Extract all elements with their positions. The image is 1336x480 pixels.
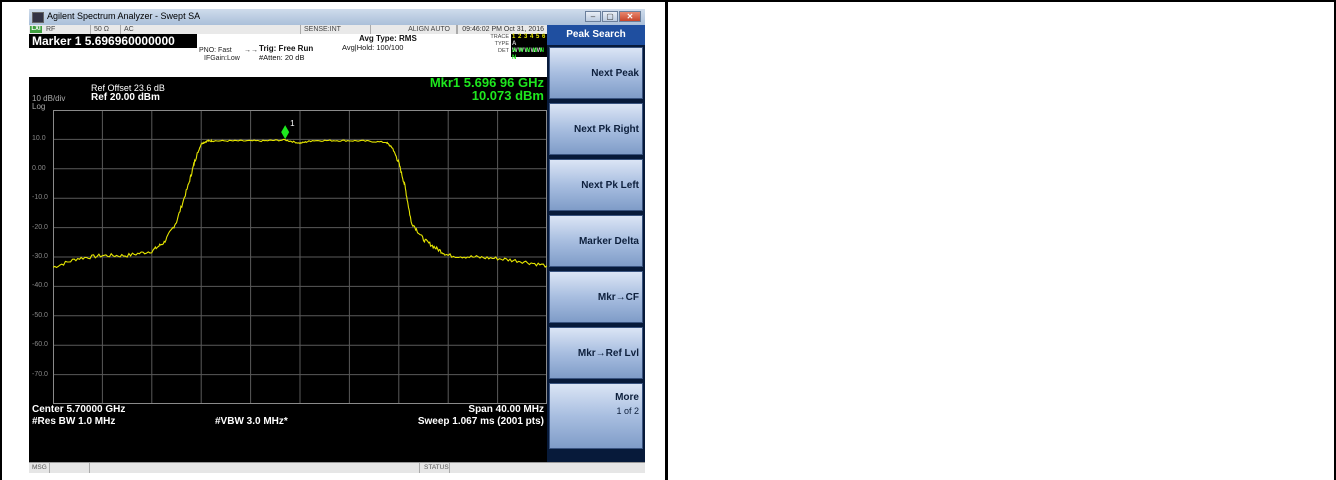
sweep-time[interactable]: Sweep 1.067 ms (2001 pts): [417, 416, 544, 427]
status-label: STATUS: [424, 464, 449, 471]
lxi-badge: LXI: [30, 26, 42, 33]
msg-separator: [449, 463, 450, 473]
mkr-to-cf-label: Mkr→CF: [597, 292, 639, 303]
next-pk-right-button[interactable]: Next Pk Right: [549, 103, 643, 155]
center-frequency[interactable]: Center 5.70000 GHz: [32, 404, 126, 415]
scale-type: Log: [32, 102, 46, 111]
next-peak-label: Next Peak: [591, 68, 639, 79]
ifgain-setting: IFGain:Low: [204, 55, 240, 62]
marker-1-label: 1: [290, 119, 295, 128]
trace-status-box: 1 2 3 4 5 6 A WWWWW A N N N N N: [511, 34, 547, 61]
msg-label: MSG: [32, 464, 47, 471]
det-label: DET: [498, 48, 509, 54]
next-peak-button[interactable]: Next Peak: [549, 47, 643, 99]
spectrum-graticule: 1: [53, 110, 547, 404]
y-tick-label: 0.00: [32, 164, 46, 172]
minimize-button[interactable]: –: [585, 11, 601, 22]
more-page-indicator: 1 of 2: [616, 406, 639, 416]
maximize-button[interactable]: ▢: [602, 11, 618, 22]
y-tick-label: -60.0: [32, 341, 48, 349]
sweep-info: Center 5.70000 GHz #Res BW 1.0 MHz #VBW …: [29, 404, 547, 430]
marker-1-icon: [281, 125, 290, 140]
app-icon: [32, 12, 44, 23]
y-tick-label: -10.0: [32, 194, 48, 202]
marker-delta-label: Marker Delta: [578, 236, 639, 247]
trigger-setting: Trig: Free Run: [259, 44, 314, 53]
attenuation-setting: #Atten: 20 dB: [259, 53, 305, 62]
y-tick-label: -70.0: [32, 370, 48, 378]
marker-delta-button[interactable]: Marker Delta: [549, 215, 643, 267]
coupling-indicator: AC: [121, 25, 301, 34]
sense-indicator: SENSE:INT: [301, 25, 371, 34]
softkey-panel: Peak Search Next Peak Next Pk Right Next…: [547, 25, 645, 462]
more-button[interactable]: More 1 of 2: [549, 383, 643, 449]
pno-arrow-icon: →→: [244, 47, 258, 54]
y-tick-label: -40.0: [32, 282, 48, 290]
vbw[interactable]: #VBW 3.0 MHz*: [215, 416, 288, 427]
pno-setting: PNO: Fast: [199, 47, 232, 54]
message-bar: MSG STATUS: [29, 462, 645, 473]
trace-numbers: 1 2 3 4 5 6: [512, 34, 546, 40]
rf-input-indicator: RF: [43, 25, 91, 34]
ref-level: Ref 20.00 dBm: [91, 92, 160, 103]
y-tick-label: 10.0: [32, 135, 46, 143]
spectrum-trace: [53, 138, 547, 269]
align-indicator: ALIGN AUTO: [371, 25, 457, 34]
type-label: TYPE: [494, 41, 509, 47]
trace-label: TRACE: [490, 34, 509, 40]
avg-hold-setting: Avg|Hold: 100/100: [342, 43, 404, 52]
measurement-settings: Marker 1 5.696960000000 GHz PNO: Fast →→…: [29, 34, 547, 77]
trace-row-labels: TRACE TYPE DET: [485, 34, 509, 55]
trace-types: A WWWWW: [512, 41, 543, 54]
next-pk-right-label: Next Pk Right: [573, 124, 639, 135]
msg-separator: [89, 463, 90, 473]
more-label: More: [615, 392, 639, 403]
right-frame: [666, 0, 1336, 480]
softkey-menu-title: Peak Search: [547, 25, 645, 45]
next-pk-left-button[interactable]: Next Pk Left: [549, 159, 643, 211]
marker-title[interactable]: Marker 1 5.696960000000 GHz: [29, 34, 197, 62]
mkr-to-ref-lvl-label: Mkr→Ref Lvl: [577, 348, 639, 359]
span[interactable]: Span 40.00 MHz: [468, 404, 544, 415]
ref-offset: Ref Offset 23.6 dB: [91, 83, 165, 93]
close-button[interactable]: ✕: [619, 11, 641, 22]
marker-amplitude-readout: 10.073 dBm: [471, 88, 544, 103]
window-title: Agilent Spectrum Analyzer - Swept SA: [47, 11, 201, 21]
res-bw[interactable]: #Res BW 1.0 MHz: [32, 416, 116, 427]
y-tick-label: -30.0: [32, 253, 48, 260]
impedance-indicator: 50 Ω: [91, 25, 121, 34]
scale-per-div: 10 dB/div: [32, 94, 66, 103]
graticule-border: [53, 110, 547, 404]
trace-detectors: A N N N N N: [512, 48, 545, 61]
y-tick-label: -20.0: [32, 223, 48, 231]
msg-separator: [49, 463, 50, 473]
marker-frequency-readout: Mkr1 5.696 96 GHz: [429, 75, 544, 90]
msg-separator: [419, 463, 420, 473]
title-bar: Agilent Spectrum Analyzer - Swept SA – ▢…: [29, 9, 645, 25]
next-pk-left-label: Next Pk Left: [581, 180, 639, 191]
avg-type-setting: Avg Type: RMS: [359, 34, 417, 43]
plot-area: Mkr1 5.696 96 GHz 10.073 dBm Ref Offset …: [29, 75, 547, 462]
spectrum-analyzer-window: Agilent Spectrum Analyzer - Swept SA – ▢…: [29, 9, 645, 473]
clock: 09:46:02 PM Oct 31, 2016: [457, 25, 547, 34]
mkr-to-cf-button[interactable]: Mkr→CF: [549, 271, 643, 323]
y-tick-label: -50.0: [32, 311, 48, 319]
mkr-to-ref-lvl-button[interactable]: Mkr→Ref Lvl: [549, 327, 643, 379]
